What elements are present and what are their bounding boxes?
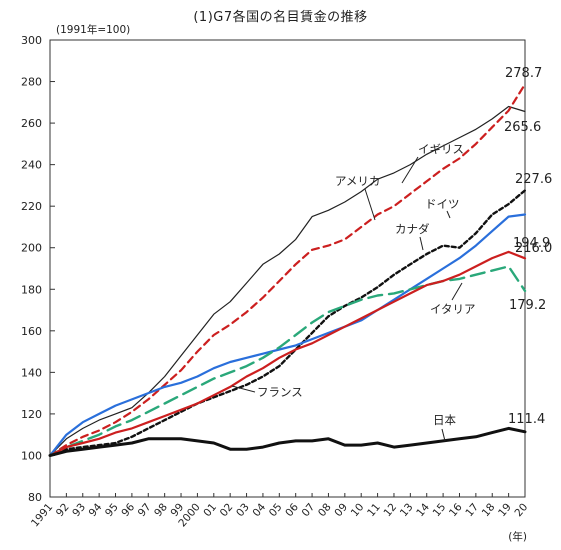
x-tick-label: 11 — [365, 501, 383, 519]
series-layer — [48, 83, 527, 457]
x-tick-label: 02 — [218, 501, 236, 519]
leader-line — [231, 385, 256, 393]
leader-line — [401, 156, 419, 184]
y-axis-label: (1991年=100) — [56, 23, 130, 36]
leader-line — [451, 282, 463, 301]
series-name-label: フランス — [257, 385, 303, 399]
x-tick-label: 98 — [152, 501, 170, 519]
series-line-フランス — [48, 250, 527, 457]
x-tick-label: 96 — [119, 501, 137, 519]
leader-line — [446, 210, 451, 219]
x-tick-label: 09 — [332, 501, 350, 519]
leader-line — [364, 188, 376, 221]
x-tick-label: 15 — [431, 501, 449, 519]
series-line-カナダ — [48, 213, 527, 457]
axes: 80100120140160180200220240260280300(1991… — [21, 23, 530, 543]
series-name-label: 日本 — [433, 413, 456, 427]
series-line-イタリア — [48, 265, 527, 457]
x-tick-label: 07 — [300, 501, 318, 519]
x-tick-label: 14 — [414, 501, 432, 519]
x-tick-label: 17 — [463, 501, 481, 519]
x-tick-label: 97 — [136, 501, 154, 519]
series-line-ドイツ — [48, 189, 527, 457]
x-tick-label: 95 — [103, 501, 121, 519]
y-tick-label: 180 — [21, 283, 42, 296]
x-tick-label: 19 — [496, 501, 514, 519]
y-tick-label: 220 — [21, 200, 42, 213]
end-value-label: 194.9 — [513, 236, 550, 251]
series-line-アメリカ — [48, 83, 527, 457]
series-name-label: カナダ — [395, 222, 430, 236]
series-line-日本 — [48, 426, 527, 457]
x-tick-label: 04 — [250, 501, 268, 519]
end-value-label: 216.0 — [515, 241, 552, 256]
y-tick-label: 100 — [21, 449, 42, 462]
x-tick-label: 12 — [381, 501, 399, 519]
x-tick-label: 13 — [398, 501, 416, 519]
series-name-label: ドイツ — [425, 197, 460, 211]
x-tick-label: 06 — [283, 501, 301, 519]
y-tick-label: 200 — [21, 242, 42, 255]
y-tick-label: 140 — [21, 366, 42, 379]
y-tick-label: 240 — [21, 159, 42, 172]
x-tick-label: 92 — [54, 501, 72, 519]
leader-line — [441, 428, 446, 442]
y-tick-label: 260 — [21, 117, 42, 130]
x-tick-label: 94 — [87, 501, 105, 519]
x-tick-label: 05 — [267, 501, 285, 519]
x-tick-label: 18 — [480, 501, 498, 519]
x-tick-label: 1991 — [29, 501, 55, 529]
y-tick-label: 160 — [21, 325, 42, 338]
end-value-label: 265.6 — [504, 120, 541, 135]
x-tick-label: 03 — [234, 501, 252, 519]
x-tick-label: 01 — [201, 501, 219, 519]
series-line-イギリス — [49, 105, 526, 457]
end-value-label: 179.2 — [509, 298, 546, 313]
x-tick-label: 93 — [70, 501, 88, 519]
y-tick-label: 120 — [21, 408, 42, 421]
y-tick-label: 280 — [21, 76, 42, 89]
y-tick-label: 300 — [21, 34, 42, 47]
x-tick-label: 16 — [447, 501, 465, 519]
end-value-label: 227.6 — [515, 172, 552, 187]
leader-line — [419, 236, 424, 251]
labels-layer: 265.6 278.7 227.6 216.0 179.2 194.9 111.4 イギリスア… — [231, 66, 552, 442]
y-tick-label: 80 — [28, 491, 42, 504]
x-tick-label: 20 — [513, 501, 531, 519]
x-tick-label: 08 — [316, 501, 334, 519]
x-tick-label: 10 — [349, 501, 367, 519]
x-axis-label: (年) — [508, 530, 527, 543]
end-value-label: 278.7 — [505, 66, 542, 81]
series-name-label: アメリカ — [335, 174, 380, 188]
series-name-label: イギリス — [418, 142, 464, 156]
plot-frame — [49, 39, 526, 498]
end-value-label: 111.4 — [508, 412, 545, 427]
chart-title: (1)G7各国の名目賃金の推移 — [193, 10, 368, 25]
series-name-label: イタリア — [430, 302, 476, 316]
